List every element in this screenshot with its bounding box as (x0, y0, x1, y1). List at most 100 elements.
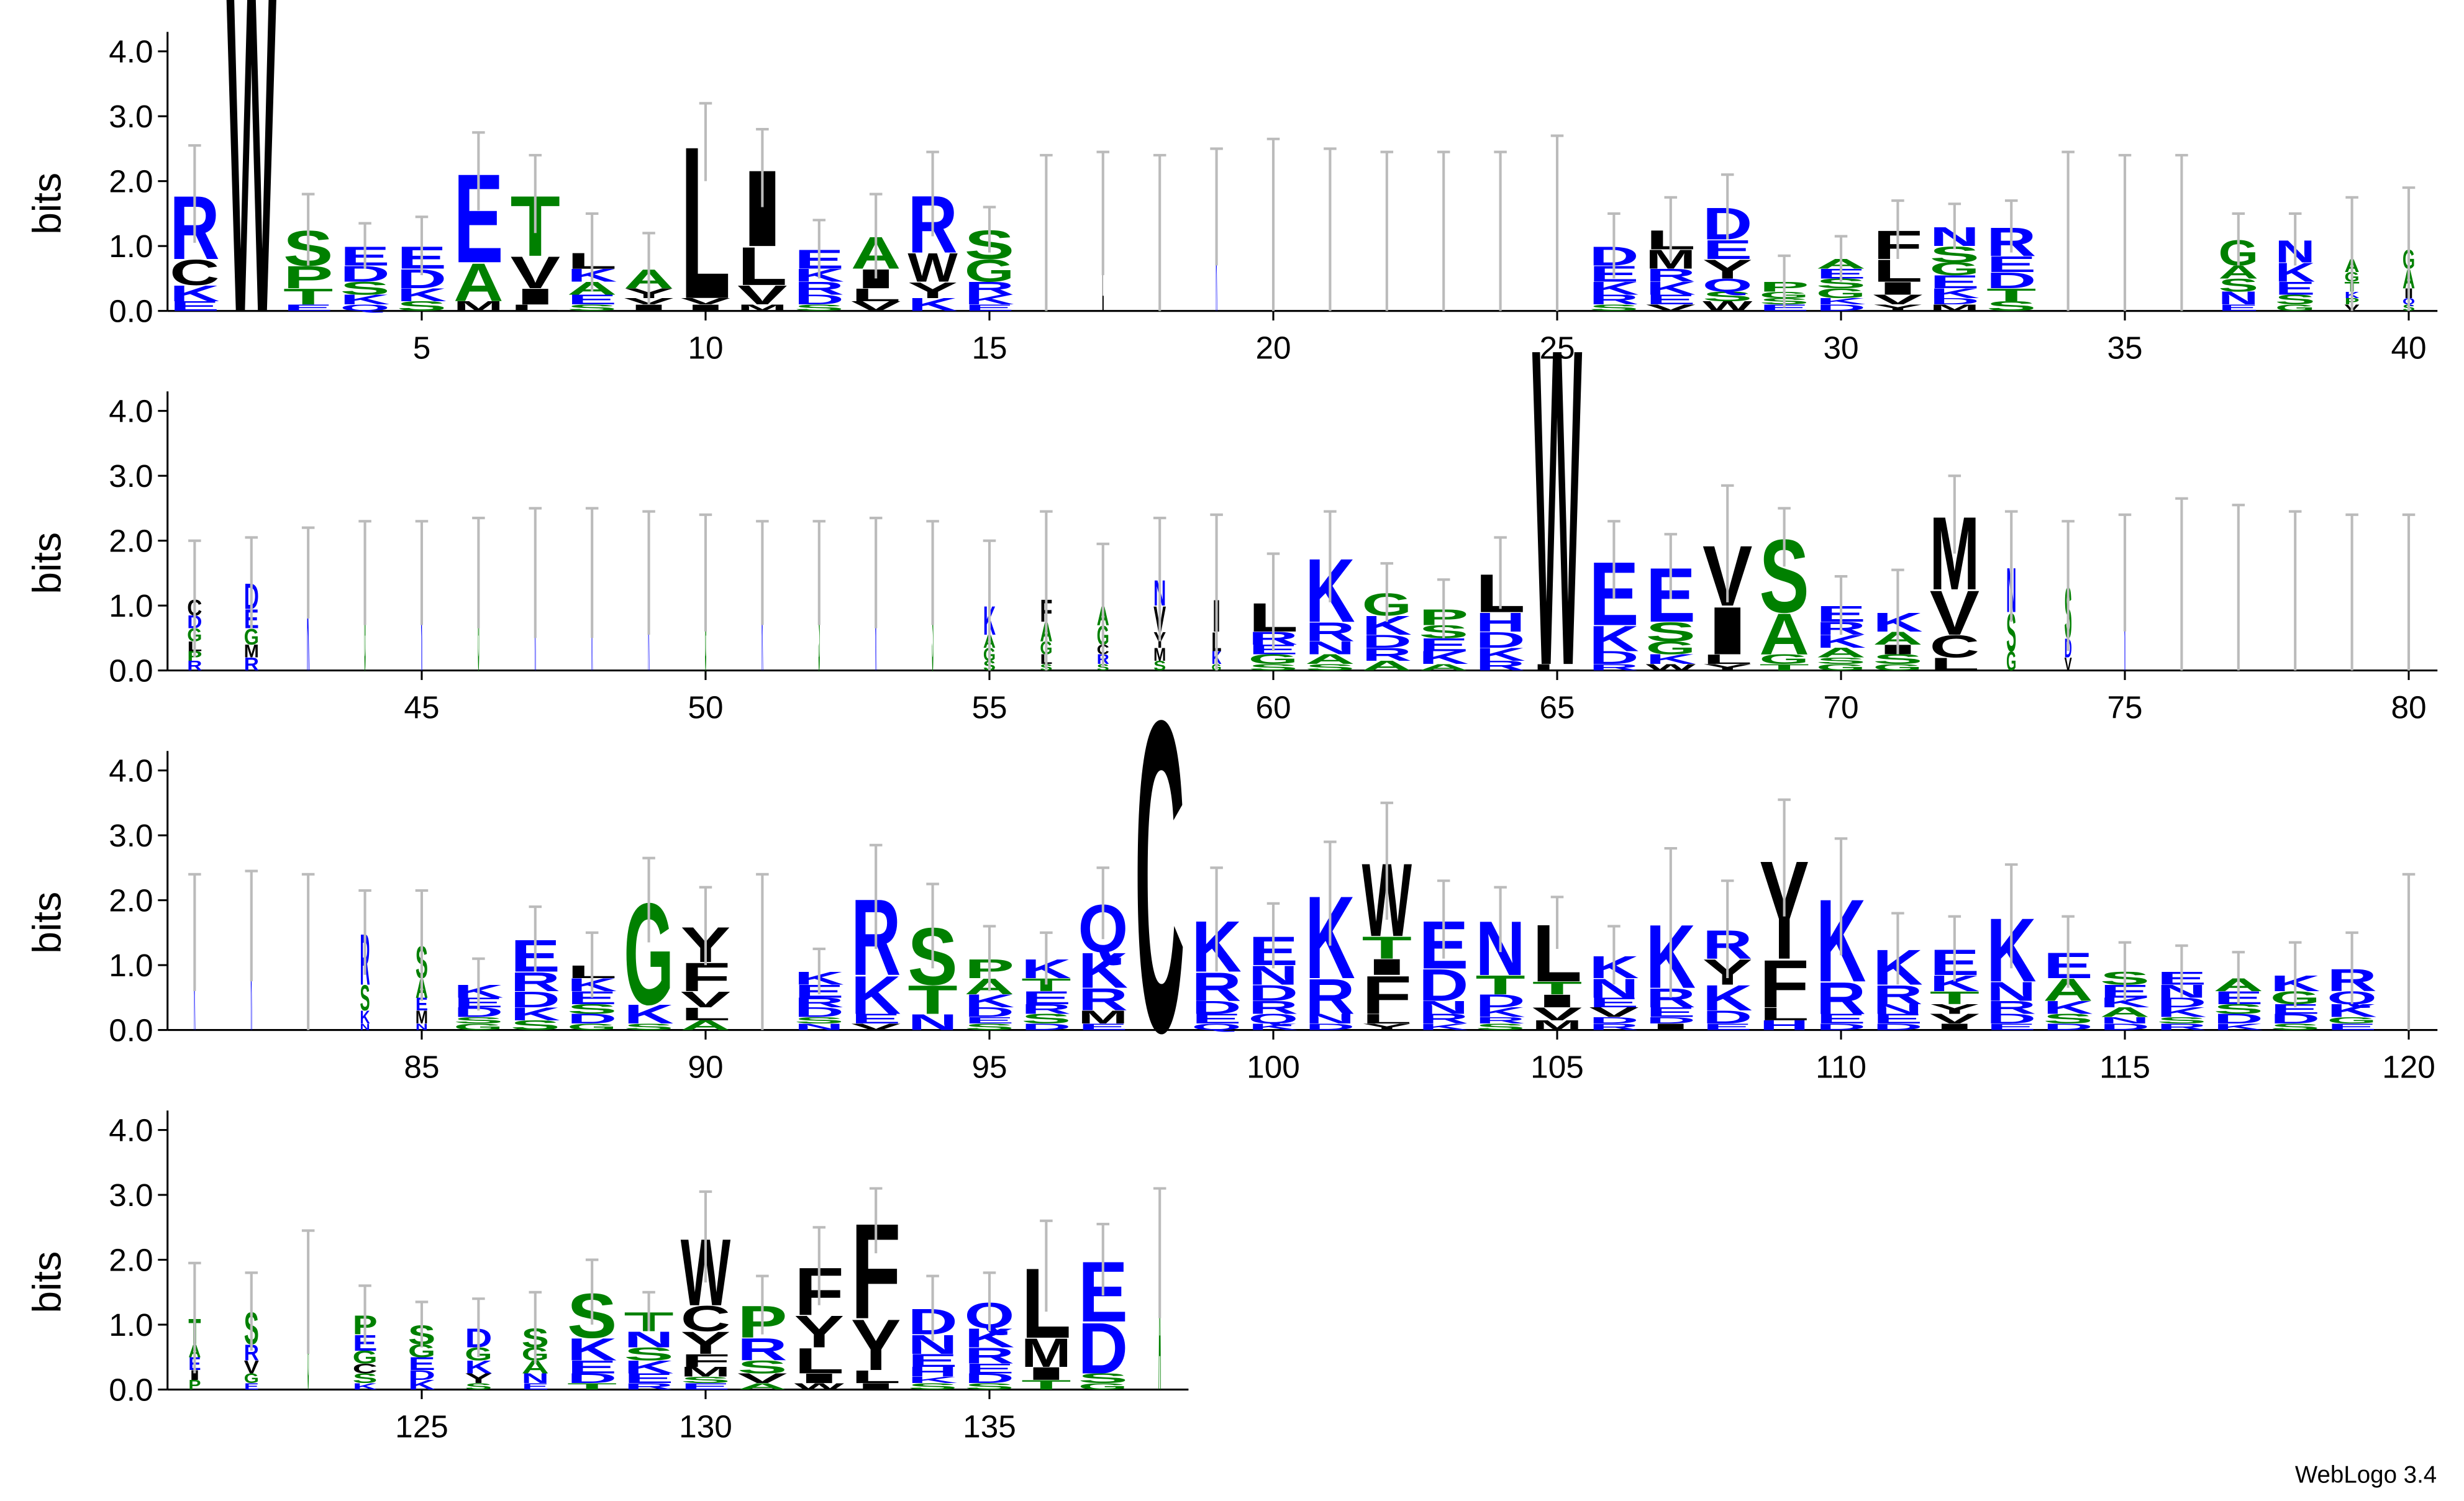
letter: K (567, 1331, 617, 1367)
letter: G (1816, 663, 1866, 673)
letter: S (907, 1382, 958, 1392)
letter: D (1703, 1007, 1752, 1028)
letter: A (1158, 1218, 1161, 1430)
letter: R (1305, 969, 1355, 1025)
letter: T (1986, 284, 2037, 305)
x-tick-label: 50 (688, 690, 723, 725)
letter: W (1703, 299, 1753, 314)
letter: G (1759, 652, 1809, 668)
letter: R (1816, 973, 1866, 1024)
letter: A (1305, 652, 1355, 668)
letter: D (1816, 303, 1866, 313)
letter: S (1078, 1371, 1128, 1387)
letter: T (1930, 987, 1980, 1008)
letter: P (188, 1377, 201, 1393)
x-tick-label: 75 (2107, 690, 2142, 725)
letter: R (737, 1331, 787, 1367)
letter: D (567, 1012, 617, 1027)
letter: S (511, 1018, 560, 1033)
letter: E (1873, 1012, 1922, 1027)
letter: Y (794, 1306, 844, 1358)
letter: M (416, 1007, 428, 1028)
letter: G (2327, 1016, 2376, 1026)
letter: M (1021, 1330, 1071, 1376)
y-axis-label: bits (25, 892, 70, 954)
letter: V (1930, 1012, 1980, 1027)
letter: G (1816, 286, 1866, 301)
letter: E (965, 1016, 1015, 1026)
letter: N (1305, 638, 1355, 658)
x-tick-label: 35 (2107, 330, 2142, 366)
y-axis-label: bits (25, 1251, 70, 1313)
letter: R (1986, 997, 2037, 1018)
letter: E (416, 994, 428, 1015)
letter: D (1305, 1022, 1355, 1032)
letter: K (340, 292, 389, 308)
letter: M (1078, 1007, 1128, 1028)
y-tick-label: 4.0 (109, 1113, 153, 1148)
letter: E (2327, 1022, 2377, 1032)
letter: S (794, 303, 845, 313)
y-tick-label: 3.0 (109, 818, 153, 853)
letter: N (794, 1022, 844, 1032)
x-tick-label: 15 (971, 330, 1007, 366)
letter: L (851, 1367, 901, 1387)
letter: D (2214, 1012, 2263, 1027)
letter: R (1362, 644, 1412, 664)
letter: K (1248, 1022, 1298, 1032)
x-tick-label: 55 (971, 690, 1007, 725)
letter: H (1759, 1018, 1809, 1033)
x-tick-label: 130 (679, 1409, 732, 1444)
letter: T (1475, 970, 1525, 1000)
y-tick-label: 3.0 (109, 99, 153, 134)
letter: E (244, 1382, 259, 1392)
letter: N (2100, 1016, 2150, 1026)
letter: F (1759, 946, 1809, 1022)
letter: G (1646, 638, 1696, 658)
letter: E (2219, 303, 2259, 313)
letter: G (244, 1371, 259, 1387)
letter: E (1930, 272, 1980, 292)
letter: I (1532, 991, 1582, 1011)
x-tick-label: 65 (1539, 690, 1575, 725)
letter: R (1419, 1012, 1468, 1027)
x-tick-label: 135 (963, 1409, 1016, 1444)
letter: Y (907, 277, 957, 303)
x-tick-label: 45 (404, 690, 439, 725)
letter: D (1816, 1022, 1866, 1032)
letter: R (794, 995, 844, 1011)
letter: D (1191, 997, 1241, 1018)
letter: S (2006, 602, 2016, 663)
letter: G (567, 1022, 617, 1032)
x-tick-label: 5 (413, 330, 431, 366)
y-tick-label: 0.0 (109, 1013, 153, 1048)
letter: E (283, 303, 334, 313)
letter: N (1873, 1002, 1922, 1017)
letter: A (1759, 601, 1809, 666)
letter: Q (1703, 275, 1752, 296)
letter: G (1078, 1382, 1128, 1392)
letter: V (1930, 578, 1980, 648)
letter: S (465, 1382, 492, 1392)
letter: K (1703, 977, 1753, 1018)
letter: N (2219, 288, 2258, 309)
letter: W (907, 245, 957, 291)
letter: Y (1930, 1002, 1980, 1017)
letter: S (1986, 299, 2036, 314)
letter: Q (1248, 1012, 1298, 1027)
letter: L (1930, 654, 1980, 674)
letter: A (1816, 645, 1866, 661)
letter: V (1873, 292, 1923, 308)
letter: E (681, 1382, 731, 1392)
letter: K (2043, 997, 2093, 1018)
y-tick-label: 1.0 (109, 229, 153, 264)
letter: D (1930, 297, 1980, 307)
letter: K (1419, 1022, 1468, 1032)
letter: D (2157, 995, 2206, 1011)
letter: C (352, 1361, 377, 1377)
letter: I (1930, 1022, 1980, 1032)
letter: E (567, 1357, 617, 1377)
letter: A (1419, 663, 1468, 673)
letter: S (453, 1016, 504, 1026)
letter: L (1362, 1012, 1412, 1027)
